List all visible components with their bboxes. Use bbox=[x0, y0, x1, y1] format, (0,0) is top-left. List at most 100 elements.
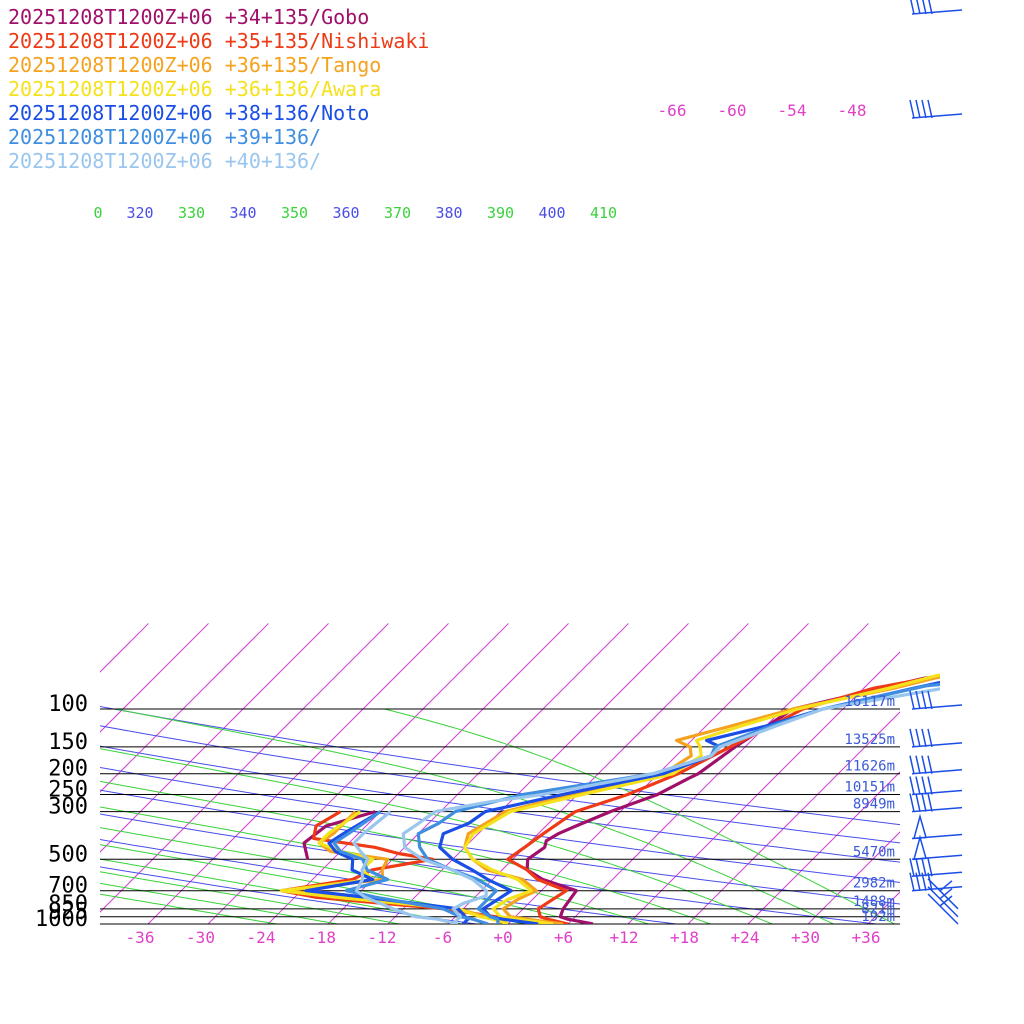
barb-flag bbox=[927, 690, 933, 710]
temperature-tick-label: +12 bbox=[610, 928, 639, 947]
barb-flag bbox=[927, 793, 933, 812]
barb-flag bbox=[909, 99, 915, 119]
dewpoint-line bbox=[352, 810, 459, 924]
barb-flag bbox=[915, 776, 921, 795]
moist-adiabat-line bbox=[100, 893, 280, 924]
wind-barb bbox=[909, 793, 963, 813]
barb-flag bbox=[921, 793, 927, 812]
legend-entry: 20251208T1200Z+06 +34+135/Gobo bbox=[8, 5, 369, 29]
barb-flag bbox=[915, 99, 921, 119]
pressure-tick-label: 100 bbox=[48, 692, 88, 717]
temperature-tick-label: +30 bbox=[791, 928, 820, 947]
barb-flag bbox=[909, 728, 915, 748]
barb-flag bbox=[909, 872, 915, 891]
barb-flag bbox=[922, 0, 927, 15]
barb-flag bbox=[927, 728, 933, 748]
dry-adiabat-line bbox=[100, 705, 900, 826]
barb-flag bbox=[915, 690, 921, 710]
temperature-tick-label: -36 bbox=[126, 928, 155, 947]
upper-temperature-label: -54 bbox=[778, 101, 807, 120]
height-label: 1488m bbox=[853, 894, 895, 910]
legend: 20251208T1200Z+06 +34+135/Gobo20251208T1… bbox=[8, 5, 429, 173]
theta-label: 370 bbox=[384, 204, 411, 222]
theta-label: 330 bbox=[178, 204, 205, 222]
legend-entry: 20251208T1200Z+06 +40+136/ bbox=[8, 149, 321, 173]
height-label: 10151m bbox=[844, 780, 895, 796]
temperature-tick-label: -24 bbox=[247, 928, 276, 947]
moist-adiabat-line bbox=[100, 806, 651, 924]
temperature-tick-label: -12 bbox=[368, 928, 397, 947]
barb-flag bbox=[927, 776, 933, 795]
height-label: 13525m bbox=[844, 732, 895, 748]
pressure-tick-label: 150 bbox=[48, 730, 88, 755]
wind-barb bbox=[910, 0, 963, 15]
wind-barb bbox=[909, 858, 963, 878]
moist-adiabat-line bbox=[100, 827, 589, 924]
barb-flag bbox=[928, 0, 933, 15]
barb-flag bbox=[927, 755, 933, 774]
temperature-line bbox=[463, 675, 940, 924]
barb-flag bbox=[921, 858, 927, 877]
legend-entry: 20251208T1200Z+06 +35+135/Nishiwaki bbox=[8, 29, 429, 53]
isobars bbox=[100, 708, 900, 925]
temperature-line bbox=[401, 687, 940, 924]
dry-adiabat-line bbox=[100, 789, 900, 905]
moist-adiabat-line bbox=[384, 708, 896, 924]
barb-flag bbox=[939, 880, 953, 892]
isotherm-line bbox=[988, 623, 1024, 924]
pressure-tick-label: 850 bbox=[48, 892, 88, 917]
barb-pennant bbox=[912, 834, 927, 861]
wind-barb bbox=[909, 728, 963, 748]
legend-entry: 20251208T1200Z+06 +39+136/ bbox=[8, 125, 321, 149]
height-label: 11626m bbox=[844, 759, 895, 775]
barb-flag bbox=[939, 888, 953, 900]
height-label: 5470m bbox=[853, 844, 895, 860]
moist-adiabat-line bbox=[100, 882, 341, 924]
barb-flag bbox=[910, 0, 915, 15]
barb-flag bbox=[909, 858, 915, 877]
theta-label: 410 bbox=[590, 204, 617, 222]
pressure-tick-label: 500 bbox=[48, 842, 88, 867]
barb-flag bbox=[915, 858, 921, 877]
height-label: 16117m bbox=[844, 694, 895, 710]
barb-flag bbox=[915, 793, 921, 812]
pressure-tick-label: 200 bbox=[48, 757, 88, 782]
temperature-tick-label: +18 bbox=[670, 928, 699, 947]
barb-flag bbox=[921, 755, 927, 774]
upper-temperature-label: -66 bbox=[658, 101, 687, 120]
dry-adiabats bbox=[100, 705, 900, 924]
temperature-tick-label: +0 bbox=[493, 928, 512, 947]
barb-flag bbox=[921, 690, 927, 710]
dry-adiabat-line bbox=[100, 866, 481, 924]
temperature-line bbox=[525, 674, 940, 924]
pressure-tick-label: 1000 bbox=[35, 907, 88, 932]
barb-shaft bbox=[927, 878, 959, 910]
wind-barb bbox=[927, 893, 959, 925]
isotherm-line bbox=[928, 623, 1024, 924]
height-label: 2982m bbox=[853, 876, 895, 892]
barb-flag bbox=[927, 858, 933, 877]
series-group bbox=[332, 682, 940, 924]
temperature-tick-label: -6 bbox=[433, 928, 452, 947]
barb-flag bbox=[909, 776, 915, 795]
moist-adiabats bbox=[100, 708, 896, 924]
pressure-tick-label: 250 bbox=[48, 778, 88, 803]
height-label: 192m bbox=[861, 909, 895, 925]
pressure-tick-label: 300 bbox=[48, 795, 88, 820]
theta-label: 360 bbox=[332, 204, 359, 222]
barb-flag bbox=[909, 755, 915, 774]
legend-entry: 20251208T1200Z+06 +36+135/Tango bbox=[8, 53, 381, 77]
dry-adiabat-line bbox=[100, 813, 881, 924]
dry-adiabat-line bbox=[100, 745, 900, 863]
theta-label: 350 bbox=[281, 204, 308, 222]
barb-flag bbox=[915, 755, 921, 774]
barb-flag bbox=[927, 99, 933, 119]
isotherm-line bbox=[807, 831, 900, 924]
dry-adiabat-line bbox=[100, 725, 900, 844]
temperature-tick-label: +6 bbox=[554, 928, 573, 947]
barb-flag bbox=[915, 872, 921, 891]
theta-label: 340 bbox=[229, 204, 256, 222]
wind-barb bbox=[909, 755, 963, 775]
